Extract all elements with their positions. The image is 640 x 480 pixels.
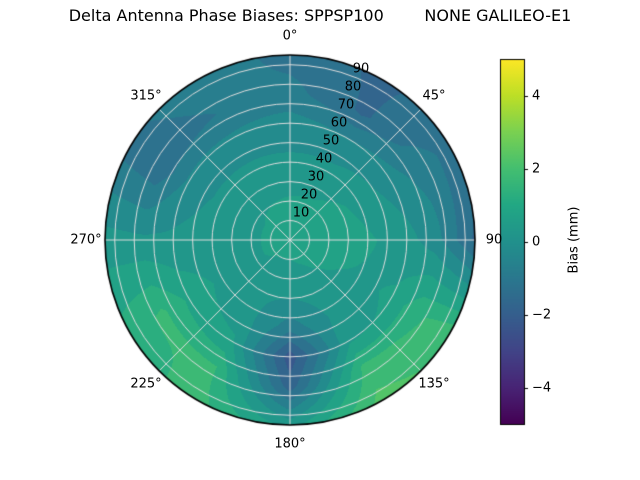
azimuth-tick-label-0: 0° xyxy=(282,28,298,44)
radial-tick-label-90: 90 xyxy=(352,61,370,77)
radial-tick-label-70: 70 xyxy=(337,97,355,113)
radial-tick-label-50: 50 xyxy=(322,133,340,149)
azimuth-tick-label-315: 315° xyxy=(130,88,162,104)
azimuth-tick-label-270: 270° xyxy=(70,232,102,248)
colorbar-tick-label--4: −4 xyxy=(532,380,552,396)
colorbar-axis-label: Bias (mm) xyxy=(566,206,582,274)
radial-tick-label-80: 80 xyxy=(344,79,362,95)
colorbar-tick-label-4: 4 xyxy=(532,88,541,104)
radial-tick-label-60: 60 xyxy=(330,115,348,131)
azimuth-tick-label-45: 45° xyxy=(422,88,446,104)
azimuth-tick-label-90: 90 xyxy=(485,232,503,248)
azimuth-tick-label-225: 225° xyxy=(130,376,162,392)
colorbar-tick-label-2: 2 xyxy=(532,161,541,177)
radial-tick-label-10: 10 xyxy=(292,205,310,221)
radial-tick-label-30: 30 xyxy=(307,169,325,185)
colorbar-tick-label-0: 0 xyxy=(532,234,541,250)
azimuth-tick-label-135: 135° xyxy=(418,376,450,392)
colorbar-tick-label--2: −2 xyxy=(532,307,552,323)
azimuth-tick-label-180: 180° xyxy=(274,436,306,452)
radial-tick-label-40: 40 xyxy=(315,151,333,167)
radial-tick-label-20: 20 xyxy=(300,187,318,203)
